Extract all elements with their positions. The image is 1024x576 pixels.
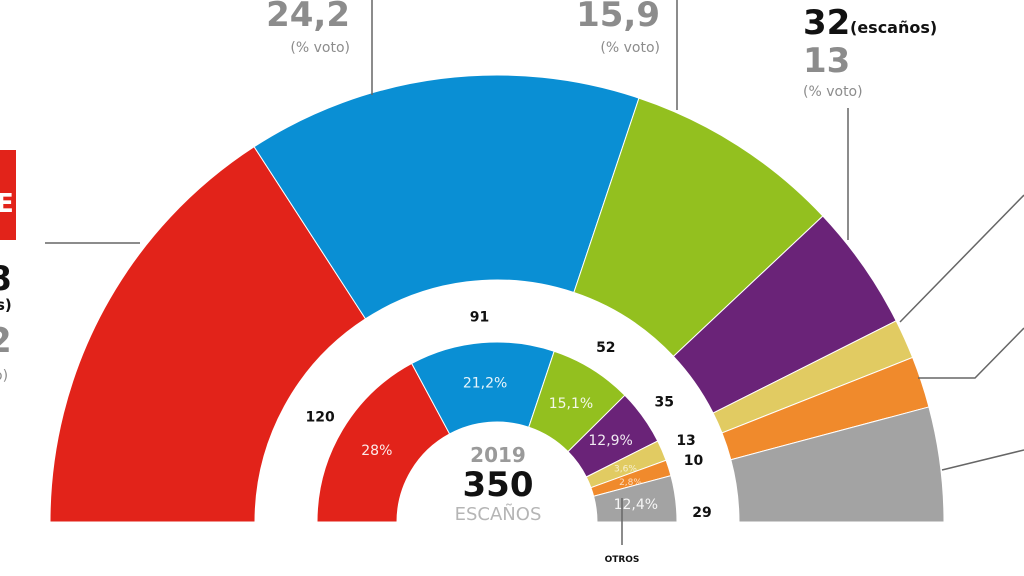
inner-pct-label-1: 21,2% (463, 376, 507, 392)
inner-pct-label-3: 12,9% (588, 433, 632, 449)
inner-segment-0 (316, 362, 451, 523)
inner-seats-label-4: 13 (676, 433, 695, 449)
red-vote-unit-cut: o) (0, 368, 8, 384)
inner-seats-label-3: 35 (654, 395, 673, 411)
red-vote-cut: 2 (0, 321, 12, 361)
outer-segment-1 (253, 74, 640, 320)
leader-lines (45, 0, 1024, 545)
blue-vote-unit: (% voto) (290, 40, 350, 56)
inner-segment-6 (593, 475, 678, 523)
center-total: 350 (463, 465, 534, 505)
inner-pct-label-4: 3,6% (614, 464, 637, 474)
inner-seats-label-0: 120 (306, 409, 335, 425)
blue-vote-pct: 24,2 (266, 0, 350, 35)
inner-pct-label-2: 15,1% (549, 396, 593, 412)
inner-seats-label-6: 29 (692, 505, 711, 521)
red-party-badge (0, 150, 16, 240)
green-vote-unit: (% voto) (600, 40, 660, 56)
outer-segment-6 (730, 406, 945, 523)
inner-seats-label-5: 10 (684, 453, 704, 469)
inner-seats-label-1: 91 (470, 310, 489, 326)
red-seats-cut: 8 (0, 259, 12, 299)
inner-pct-label-6: 12,4% (614, 497, 658, 513)
outer-ring (49, 74, 945, 523)
leader-line-orange (918, 327, 1024, 379)
leader-line-yellow (899, 194, 1024, 323)
others-label: OTROS (605, 555, 640, 565)
purple-vote-unit: (% voto) (803, 84, 863, 100)
inner-pct-label-5: 2,8% (619, 478, 642, 488)
purple-seats-unit: (escaños) (850, 18, 937, 37)
green-vote-pct: 15,9 (576, 0, 660, 35)
purple-seats: 32 (803, 3, 850, 43)
inner-pct-label-0: 28% (361, 443, 392, 459)
center-year: 2019 (470, 443, 526, 467)
center-total-label: ESCAÑOS (455, 503, 542, 525)
purple-vote-pct: 13 (803, 41, 850, 81)
inner-ring: 28% 120 21,2% 91 15,1% 52 12,9% 35 3,6% 13 2,8% 10 1… (306, 310, 712, 523)
leader-line-gray (941, 449, 1024, 471)
red-party-badge-text: E (0, 189, 14, 219)
red-seats-unit-cut: s) (0, 296, 12, 314)
outer-segment-0 (49, 146, 367, 523)
inner-seats-label-2: 52 (596, 340, 615, 356)
